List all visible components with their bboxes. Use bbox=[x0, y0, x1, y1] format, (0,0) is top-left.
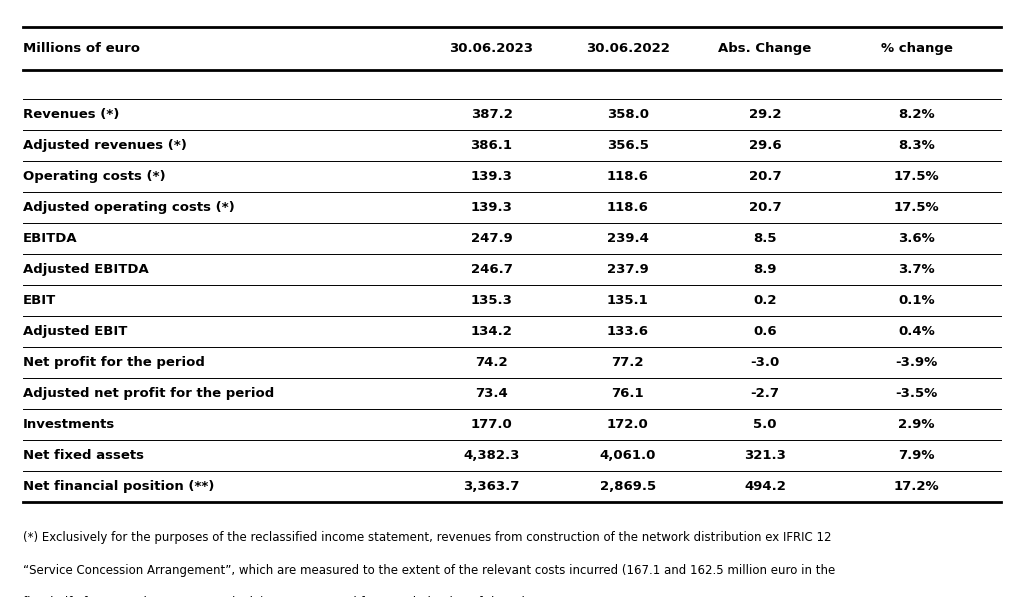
Text: 239.4: 239.4 bbox=[607, 232, 648, 245]
Text: -3.9%: -3.9% bbox=[895, 356, 938, 369]
Text: Investments: Investments bbox=[23, 418, 115, 431]
Text: first half of 2023 and 2022, respectively), are accounted for as a deduction of : first half of 2023 and 2022, respectivel… bbox=[23, 596, 596, 597]
Text: 30.06.2023: 30.06.2023 bbox=[450, 42, 534, 55]
Text: 177.0: 177.0 bbox=[471, 418, 512, 431]
Text: 4,061.0: 4,061.0 bbox=[599, 449, 656, 462]
Text: 17.5%: 17.5% bbox=[894, 201, 939, 214]
Text: 8.2%: 8.2% bbox=[898, 107, 935, 121]
Text: Adjusted EBIT: Adjusted EBIT bbox=[23, 325, 127, 338]
Text: Operating costs (*): Operating costs (*) bbox=[23, 170, 165, 183]
Text: Millions of euro: Millions of euro bbox=[23, 42, 139, 55]
Text: 8.3%: 8.3% bbox=[898, 139, 935, 152]
Text: Adjusted operating costs (*): Adjusted operating costs (*) bbox=[23, 201, 234, 214]
Text: 29.6: 29.6 bbox=[749, 139, 781, 152]
Text: -2.7: -2.7 bbox=[751, 387, 779, 400]
Text: 118.6: 118.6 bbox=[607, 201, 648, 214]
Text: 135.1: 135.1 bbox=[607, 294, 648, 307]
Text: 0.4%: 0.4% bbox=[898, 325, 935, 338]
Text: 20.7: 20.7 bbox=[749, 201, 781, 214]
Text: 0.6: 0.6 bbox=[753, 325, 777, 338]
Text: 237.9: 237.9 bbox=[607, 263, 648, 276]
Text: 0.2: 0.2 bbox=[754, 294, 776, 307]
Text: EBITDA: EBITDA bbox=[23, 232, 77, 245]
Text: 139.3: 139.3 bbox=[471, 170, 512, 183]
Text: 387.2: 387.2 bbox=[471, 107, 512, 121]
Text: 494.2: 494.2 bbox=[744, 480, 785, 493]
Text: 118.6: 118.6 bbox=[607, 170, 648, 183]
Text: Revenues (*): Revenues (*) bbox=[23, 107, 119, 121]
Text: 73.4: 73.4 bbox=[475, 387, 508, 400]
Text: Net fixed assets: Net fixed assets bbox=[23, 449, 143, 462]
Text: 8.9: 8.9 bbox=[754, 263, 776, 276]
Text: 17.5%: 17.5% bbox=[894, 170, 939, 183]
Text: Adjusted EBITDA: Adjusted EBITDA bbox=[23, 263, 148, 276]
Text: 321.3: 321.3 bbox=[744, 449, 785, 462]
Text: -3.5%: -3.5% bbox=[895, 387, 938, 400]
Text: 134.2: 134.2 bbox=[471, 325, 512, 338]
Text: 135.3: 135.3 bbox=[471, 294, 512, 307]
Text: 8.5: 8.5 bbox=[754, 232, 776, 245]
Text: Abs. Change: Abs. Change bbox=[718, 42, 812, 55]
Text: 7.9%: 7.9% bbox=[898, 449, 935, 462]
Text: 5.0: 5.0 bbox=[754, 418, 776, 431]
Text: 76.1: 76.1 bbox=[611, 387, 644, 400]
Text: EBIT: EBIT bbox=[23, 294, 55, 307]
Text: Adjusted revenues (*): Adjusted revenues (*) bbox=[23, 139, 186, 152]
Text: 17.2%: 17.2% bbox=[894, 480, 939, 493]
Text: 139.3: 139.3 bbox=[471, 201, 512, 214]
Text: 386.1: 386.1 bbox=[470, 139, 513, 152]
Text: (*) Exclusively for the purposes of the reclassified income statement, revenues : (*) Exclusively for the purposes of the … bbox=[23, 531, 831, 544]
Text: 30.06.2022: 30.06.2022 bbox=[586, 42, 670, 55]
Text: Net profit for the period: Net profit for the period bbox=[23, 356, 205, 369]
Text: Net financial position (**): Net financial position (**) bbox=[23, 480, 214, 493]
Text: 172.0: 172.0 bbox=[607, 418, 648, 431]
Text: 246.7: 246.7 bbox=[471, 263, 512, 276]
Text: 3.7%: 3.7% bbox=[898, 263, 935, 276]
Text: 2.9%: 2.9% bbox=[898, 418, 935, 431]
Text: 77.2: 77.2 bbox=[611, 356, 644, 369]
Text: 29.2: 29.2 bbox=[749, 107, 781, 121]
Text: 3,363.7: 3,363.7 bbox=[463, 480, 520, 493]
Text: 20.7: 20.7 bbox=[749, 170, 781, 183]
Text: 3.6%: 3.6% bbox=[898, 232, 935, 245]
Text: 74.2: 74.2 bbox=[475, 356, 508, 369]
Text: -3.0: -3.0 bbox=[751, 356, 779, 369]
Text: 356.5: 356.5 bbox=[607, 139, 648, 152]
Text: 358.0: 358.0 bbox=[606, 107, 649, 121]
Text: % change: % change bbox=[881, 42, 952, 55]
Text: “Service Concession Arrangement”, which are measured to the extent of the releva: “Service Concession Arrangement”, which … bbox=[23, 564, 835, 577]
Text: 0.1%: 0.1% bbox=[898, 294, 935, 307]
Text: 4,382.3: 4,382.3 bbox=[463, 449, 520, 462]
Text: 2,869.5: 2,869.5 bbox=[600, 480, 655, 493]
Text: 247.9: 247.9 bbox=[471, 232, 512, 245]
Text: Adjusted net profit for the period: Adjusted net profit for the period bbox=[23, 387, 273, 400]
Text: 133.6: 133.6 bbox=[606, 325, 649, 338]
